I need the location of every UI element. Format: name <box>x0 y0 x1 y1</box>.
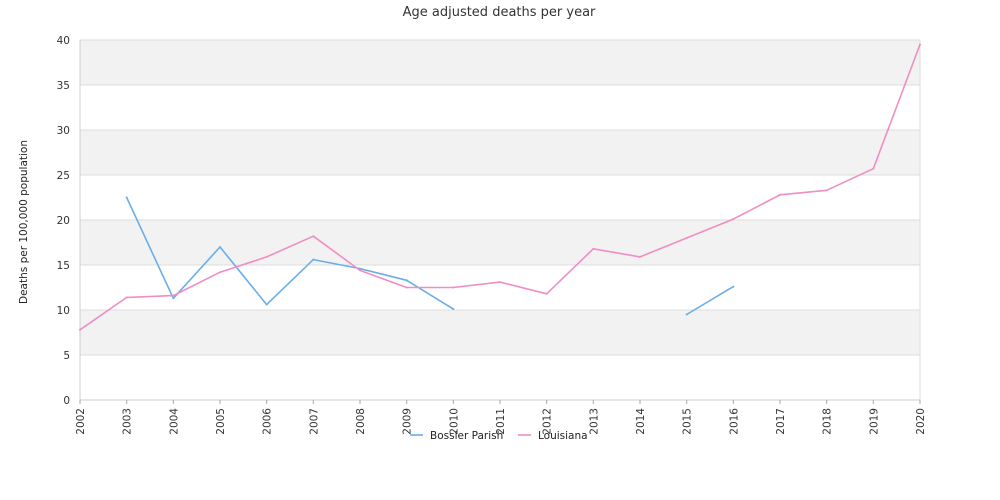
data-point <box>452 286 455 289</box>
legend-item: Bossier Parish <box>410 430 503 442</box>
y-tick-label: 20 <box>57 215 70 227</box>
data-point <box>172 294 175 297</box>
legend-label: Louisiana <box>538 430 588 442</box>
y-axis-title: Deaths per 100,000 population <box>18 140 30 304</box>
series-0 <box>125 196 735 316</box>
x-tick-label: 2003 <box>122 408 134 435</box>
x-tick-label: 2002 <box>75 408 87 435</box>
data-point <box>639 255 641 258</box>
y-tick-label: 25 <box>57 170 70 182</box>
x-tick-label: 2006 <box>262 408 274 435</box>
x-tick-label: 2019 <box>868 408 880 435</box>
background-band <box>80 85 920 130</box>
data-point <box>265 303 268 306</box>
legend-label: Bossier Parish <box>430 430 503 442</box>
background-band <box>80 355 920 400</box>
data-point <box>219 246 221 248</box>
y-tick-label: 5 <box>63 350 70 362</box>
x-tick-label: 2009 <box>402 408 414 435</box>
legend-item: Louisiana <box>518 430 588 442</box>
chart-title: Age adjusted deaths per year <box>403 5 596 20</box>
x-tick-label: 2018 <box>822 408 834 435</box>
background-band <box>80 130 920 175</box>
x-axis-ticks: 2002 2003 2004 2005 2006 2007 2008 2009 2010 2011… <box>75 400 927 435</box>
x-tick-label: 2013 <box>588 408 600 435</box>
x-tick-label: 2005 <box>215 408 227 435</box>
background-band <box>80 220 920 265</box>
background-band <box>80 265 920 310</box>
x-tick-label: 2017 <box>775 408 787 435</box>
data-point <box>499 281 501 284</box>
data-point <box>172 297 175 300</box>
data-point <box>265 255 268 258</box>
data-point <box>312 235 315 238</box>
x-tick-label: 2014 <box>635 408 647 435</box>
x-tick-label: 2010 <box>448 408 460 435</box>
data-point <box>545 292 548 295</box>
data-point <box>125 296 128 299</box>
data-point <box>825 189 828 192</box>
data-point <box>125 196 128 199</box>
data-point <box>685 313 688 316</box>
data-point <box>452 308 455 311</box>
y-axis-ticks: 0 5 10 15 20 25 30 35 40 <box>57 35 70 407</box>
y-tick-label: 30 <box>57 125 70 137</box>
data-point <box>685 237 688 239</box>
x-tick-label: 2012 <box>542 408 554 435</box>
x-tick-label: 2011 <box>495 408 507 435</box>
y-tick-label: 35 <box>57 80 70 92</box>
series-line <box>685 285 735 316</box>
data-point <box>359 269 361 272</box>
data-point <box>405 286 408 289</box>
x-tick-label: 2007 <box>308 408 320 435</box>
x-tick-label: 2004 <box>168 408 180 435</box>
legend: Bossier Parish Louisiana <box>410 430 588 442</box>
series-layer <box>79 43 921 331</box>
x-tick-label: 2020 <box>915 408 927 435</box>
y-tick-label: 10 <box>57 305 70 317</box>
data-point <box>779 193 781 196</box>
data-point <box>219 271 221 274</box>
data-point <box>872 167 875 170</box>
data-point <box>919 43 921 46</box>
data-point <box>732 285 735 288</box>
y-tick-label: 15 <box>57 260 70 272</box>
x-tick-label: 2008 <box>355 408 367 435</box>
data-point <box>79 328 81 331</box>
data-point <box>732 218 735 221</box>
background-band <box>80 40 920 85</box>
y-tick-label: 40 <box>57 35 70 47</box>
series-1 <box>79 43 921 331</box>
y-tick-label: 0 <box>63 395 70 407</box>
background-band <box>80 310 920 355</box>
data-point <box>312 258 315 261</box>
x-tick-label: 2016 <box>728 408 740 435</box>
data-point <box>592 247 595 250</box>
x-tick-label: 2015 <box>682 408 694 435</box>
data-point <box>405 279 408 282</box>
background-band <box>80 175 920 220</box>
series-line <box>125 196 455 310</box>
background-bands <box>80 40 920 400</box>
